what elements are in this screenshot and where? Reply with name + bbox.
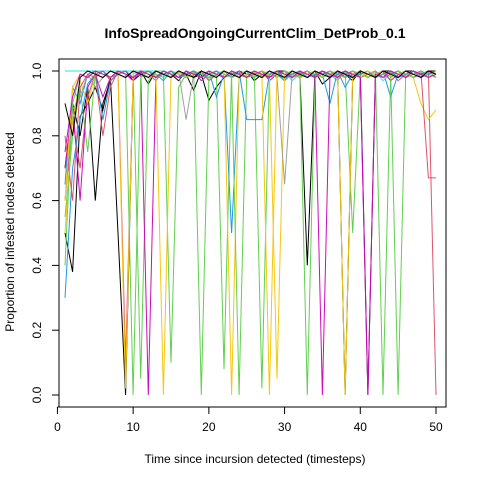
x-tick-label: 20 <box>202 420 216 434</box>
y-axis-label: Proportion of infested nodes detected <box>3 132 17 331</box>
plot-frame <box>58 58 447 408</box>
y-tick-label: 0.0 <box>30 386 44 403</box>
x-tick-label: 0 <box>54 420 61 434</box>
series-line-5 <box>64 69 437 234</box>
x-axis-label: Time since incursion detected (timesteps… <box>145 452 366 466</box>
chart-title: InfoSpreadOngoingCurrentClim_DetProb_0.1 <box>104 25 405 41</box>
y-tick-label: 0.6 <box>30 192 44 209</box>
x-tick-label: 30 <box>278 420 292 434</box>
series-lines <box>64 69 437 396</box>
y-tick-label: 0.2 <box>30 322 44 339</box>
y-tick-label: 0.8 <box>30 127 44 144</box>
x-tick-label: 40 <box>354 420 368 434</box>
x-tick-label: 10 <box>126 420 140 434</box>
series-line-14 <box>64 70 437 396</box>
x-axis: 0 10 20 30 40 50 <box>54 406 443 434</box>
x-tick-label: 50 <box>429 420 443 434</box>
y-tick-label: 0.4 <box>30 257 44 274</box>
y-axis: 0.0 0.2 0.4 0.6 0.8 1.0 <box>30 62 60 403</box>
series-line-15 <box>64 70 437 136</box>
y-tick-label: 1.0 <box>30 62 44 79</box>
series-line-11 <box>64 69 437 396</box>
